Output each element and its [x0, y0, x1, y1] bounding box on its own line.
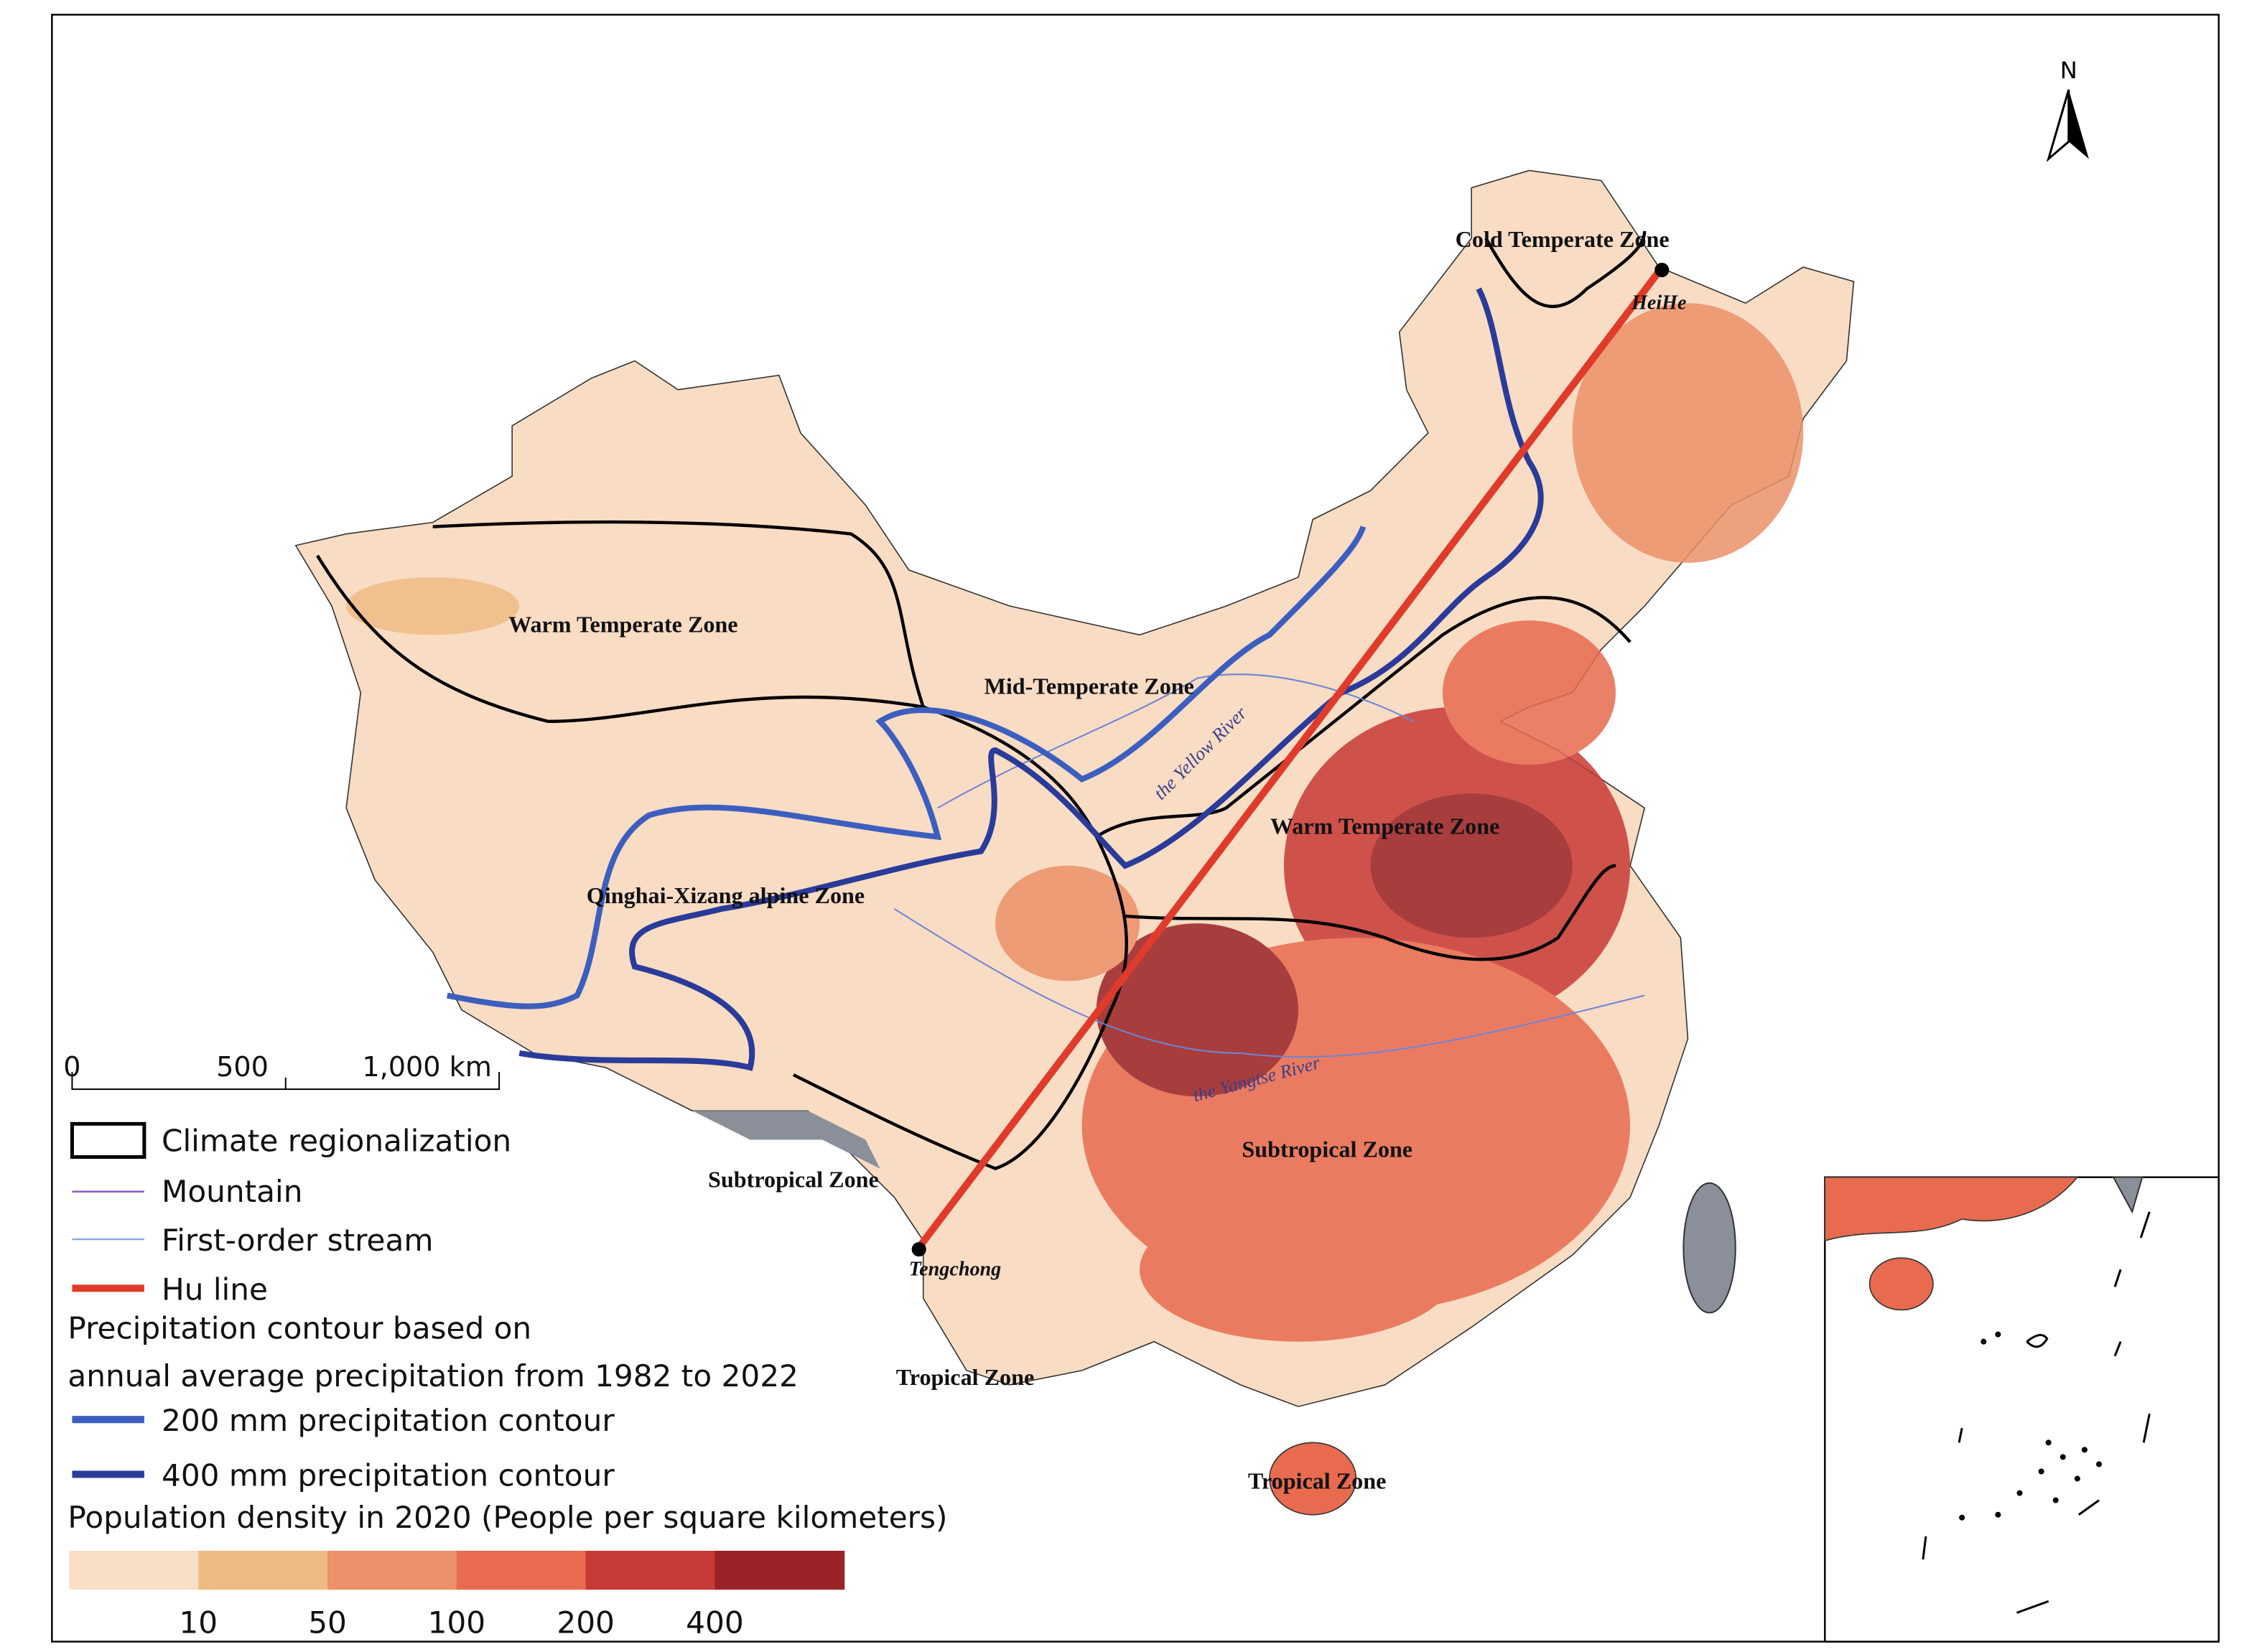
- legend: Climate regionalization Mountain First-o…: [68, 1121, 947, 1640]
- north-arrow: N: [2046, 57, 2089, 162]
- place-label: Tengchong: [909, 1258, 1002, 1280]
- density-break-label: 50: [308, 1605, 347, 1640]
- density-ramp: 10 50 100 200 400: [69, 1550, 845, 1640]
- density-break-label: 200: [557, 1605, 615, 1640]
- zone-label: Subtropical Zone: [1242, 1137, 1412, 1162]
- legend-label: Climate regionalization: [162, 1124, 511, 1159]
- legend-title: Population density in 2020 (People per s…: [68, 1500, 947, 1535]
- zone-label: Mid-Temperate Zone: [985, 673, 1194, 699]
- zone-label: Qinghai-Xizang alpine Zone: [587, 882, 865, 908]
- scale-label: 0: [63, 1051, 80, 1083]
- place-label: HeiHe: [1631, 291, 1686, 314]
- legend-label: Hu line: [162, 1271, 268, 1307]
- tengchong-point: [911, 1242, 926, 1257]
- hu-line: [914, 269, 1662, 1252]
- hainan: [1269, 1442, 1357, 1516]
- scale-bar: 0 500 1,000 km: [63, 1051, 501, 1091]
- precipitation-contours: [446, 287, 1544, 1071]
- density-break-label: 10: [179, 1605, 218, 1640]
- density-break-label: 400: [686, 1605, 744, 1640]
- disputed-area: [692, 1111, 880, 1169]
- legend-label: 200 mm precipitation contour: [162, 1403, 615, 1438]
- density-class: [69, 1550, 200, 1590]
- density-class: [585, 1550, 716, 1590]
- taiwan: [1682, 1182, 1736, 1314]
- legend-label: 400 mm precipitation contour: [162, 1458, 615, 1493]
- legend-title: annual average precipitation from 1982 t…: [68, 1358, 798, 1394]
- density-break-label: 100: [428, 1605, 485, 1640]
- density-class: [456, 1550, 587, 1590]
- density-class: [198, 1550, 329, 1590]
- zone-label: Warm Temperate Zone: [1270, 813, 1499, 839]
- scale-label: 500: [216, 1051, 269, 1083]
- density-patches: [346, 303, 1804, 1342]
- zone-label: Warm Temperate Zone: [508, 611, 737, 637]
- legend-label: First-order stream: [162, 1223, 433, 1258]
- zone-label: Subtropical Zone: [708, 1167, 879, 1193]
- zone-label: Tropical Zone: [1248, 1468, 1386, 1494]
- climate-boundaries: [316, 230, 1647, 1170]
- density-class: [715, 1550, 845, 1590]
- density-class: [327, 1550, 457, 1590]
- zone-label: Tropical Zone: [896, 1364, 1034, 1390]
- inset: [1824, 1176, 2220, 1643]
- heihe-point: [1654, 263, 1670, 278]
- legend-label: Mountain: [162, 1174, 302, 1209]
- zone-label: Cold Temperate Zone: [1456, 226, 1670, 252]
- legend-title: Precipitation contour based on: [68, 1311, 531, 1346]
- scale-label: 1,000 km: [362, 1051, 492, 1083]
- north-label: N: [2060, 57, 2077, 84]
